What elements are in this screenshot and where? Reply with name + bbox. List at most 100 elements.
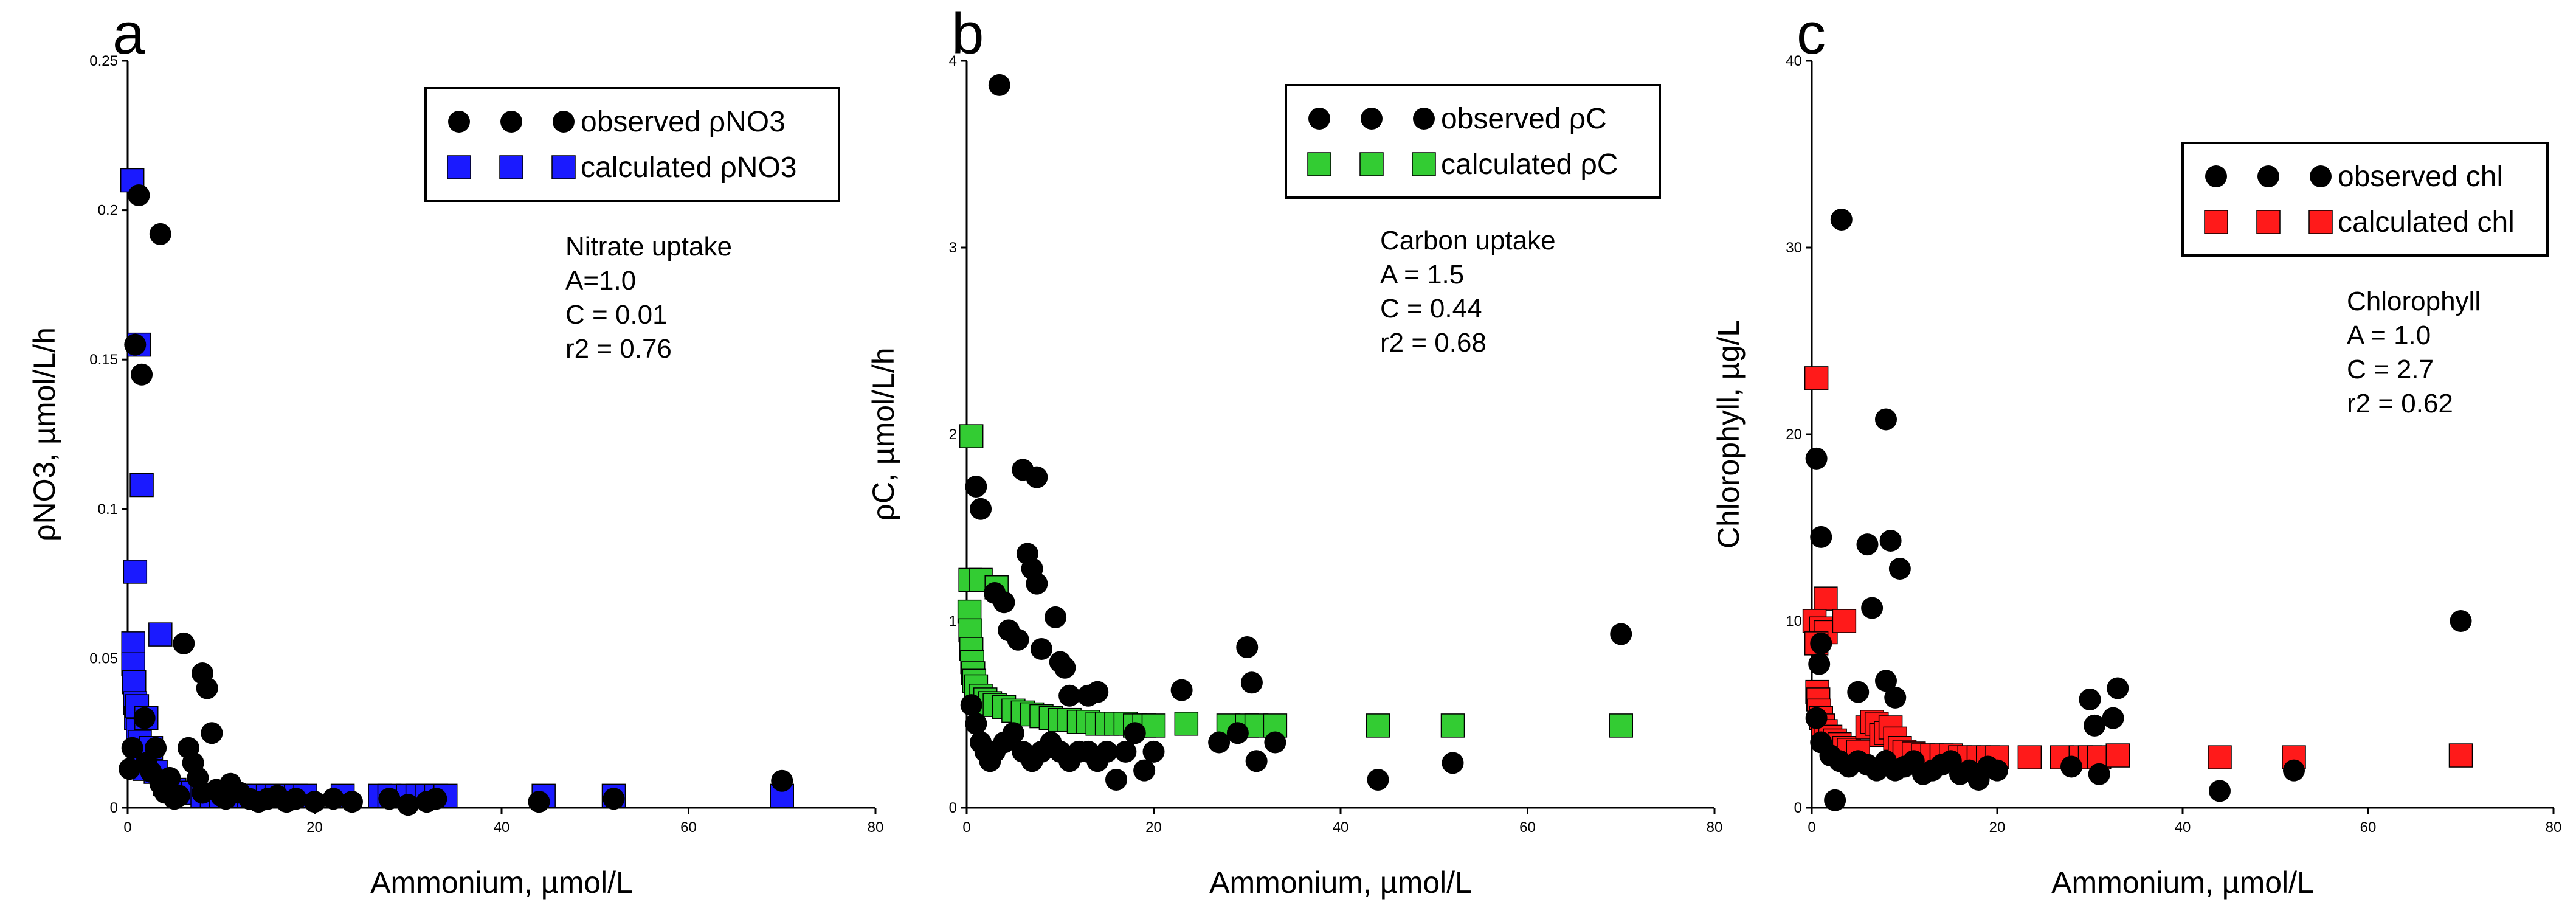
- observed-point: [133, 707, 156, 729]
- annotation-line: Carbon uptake: [1380, 226, 1556, 255]
- calculated-point: [1804, 366, 1829, 390]
- legend-calculated-label: calculated chl: [2338, 206, 2515, 238]
- observed-point: [1142, 740, 1165, 763]
- x-tick-label: 80: [1707, 819, 1723, 836]
- observed-point: [1026, 466, 1048, 488]
- observed-point: [2283, 759, 2305, 782]
- calculated-point: [148, 622, 173, 647]
- y-axis-title: ρNO3, µmol/L/h: [27, 327, 61, 541]
- observed-point: [1810, 632, 1832, 654]
- y-tick-label: 0.1: [98, 501, 118, 518]
- observed-point: [322, 788, 345, 810]
- annotation-line: A=1.0: [565, 266, 636, 296]
- observed-point: [1236, 636, 1259, 658]
- observed-point: [2107, 677, 2129, 699]
- legend: observed ρC calculated ρC: [1285, 84, 1661, 199]
- observed-point: [1861, 597, 1884, 619]
- observed-point: [965, 475, 987, 498]
- legend-observed-label: observed ρC: [1441, 103, 1607, 135]
- legend-calculated-marker: [551, 155, 576, 179]
- y-tick-label: 0.25: [89, 53, 118, 69]
- x-tick-label: 60: [2360, 819, 2377, 836]
- legend-calculated-marker: [447, 155, 471, 179]
- legend-calculated-marker: [1359, 152, 1384, 176]
- observed-point: [2088, 763, 2110, 785]
- calculated-point: [129, 473, 154, 498]
- observed-point: [1007, 628, 1029, 651]
- legend-observed-label: observed ρNO3: [581, 106, 786, 138]
- y-tick-label: 0.15: [89, 352, 118, 368]
- y-tick-label: 40: [1786, 53, 1802, 69]
- observed-point: [1986, 759, 2008, 782]
- observed-point: [119, 758, 141, 780]
- observed-point: [960, 694, 982, 716]
- observed-point: [1879, 529, 1902, 552]
- legend-observed-marker: [2310, 165, 2332, 187]
- observed-point: [149, 223, 171, 245]
- x-tick-label: 20: [1989, 819, 2006, 836]
- annotation-line: Nitrate uptake: [565, 232, 732, 262]
- y-axis-title: Chlorophyll, µg/L: [1711, 320, 1746, 549]
- x-axis-title: Ammonium, µmol/L: [370, 866, 633, 900]
- calculated-point: [121, 631, 145, 656]
- legend-observed-marker: [1361, 108, 1383, 130]
- x-tick-label: 0: [1808, 819, 1815, 836]
- x-axis-title: Ammonium, µmol/L: [1209, 866, 1472, 900]
- legend-observed-marker: [1413, 108, 1435, 130]
- legend-observed-marker: [2257, 165, 2279, 187]
- observed-point: [1810, 526, 1832, 548]
- observed-point: [2079, 688, 2101, 710]
- legend-box: [1285, 84, 1661, 199]
- legend-calculated-marker: [1412, 152, 1436, 176]
- calculated-point: [1832, 609, 1857, 633]
- y-tick-label: 3: [949, 240, 957, 256]
- observed-point: [1133, 759, 1156, 782]
- observed-point: [378, 788, 401, 810]
- legend-calculated-label: calculated ρC: [1441, 148, 1618, 181]
- x-tick-label: 40: [494, 819, 510, 836]
- y-tick-label: 10: [1786, 613, 1802, 630]
- calculated-point: [1609, 713, 1633, 738]
- y-tick-label: 0: [949, 800, 957, 816]
- observed-point: [1805, 447, 1828, 470]
- annotation-line: r2 = 0.76: [565, 334, 672, 364]
- observed-point: [124, 333, 147, 356]
- observed-point: [528, 791, 550, 813]
- observed-point: [2102, 707, 2124, 729]
- observed-point: [128, 184, 150, 207]
- calculated-point: [1174, 712, 1199, 736]
- observed-point: [1105, 768, 1127, 791]
- observed-point: [397, 794, 420, 816]
- observed-point: [1096, 740, 1118, 763]
- observed-point: [2060, 755, 2082, 778]
- observed-point: [1226, 722, 1249, 744]
- calculated-point: [2448, 743, 2473, 768]
- annotation-line: A = 1.0: [2347, 321, 2431, 350]
- observed-point: [2209, 780, 2231, 802]
- y-tick-label: 1: [949, 613, 957, 630]
- calculated-point: [2208, 745, 2232, 769]
- x-tick-label: 20: [306, 819, 323, 836]
- observed-point: [173, 632, 195, 654]
- observed-point: [984, 581, 1006, 604]
- observed-point: [2084, 714, 2106, 737]
- panel-letter: b: [951, 1, 984, 66]
- calculated-point: [1814, 586, 1838, 611]
- panel-c: c 0 20 40 60 80 0 10 20 30 40 Ammonium, µmol/L Chlor…: [1711, 1, 2561, 900]
- observed-point: [201, 722, 223, 744]
- observed-point: [1856, 533, 1879, 556]
- legend-observed-marker: [448, 111, 470, 133]
- y-tick-label: 4: [949, 53, 957, 69]
- observed-point: [603, 788, 625, 810]
- calculated-point: [959, 424, 984, 448]
- legend: observed ρNO3 calculated ρNO3: [424, 87, 840, 202]
- y-tick-label: 0: [110, 800, 118, 816]
- observed-point: [159, 766, 181, 789]
- y-tick-label: 0: [1794, 800, 1802, 816]
- observed-point: [1442, 752, 1464, 774]
- legend-calculated-marker: [499, 155, 523, 179]
- y-tick-label: 30: [1786, 240, 1802, 256]
- observed-point: [1824, 789, 1846, 811]
- x-tick-label: 40: [1333, 819, 1349, 836]
